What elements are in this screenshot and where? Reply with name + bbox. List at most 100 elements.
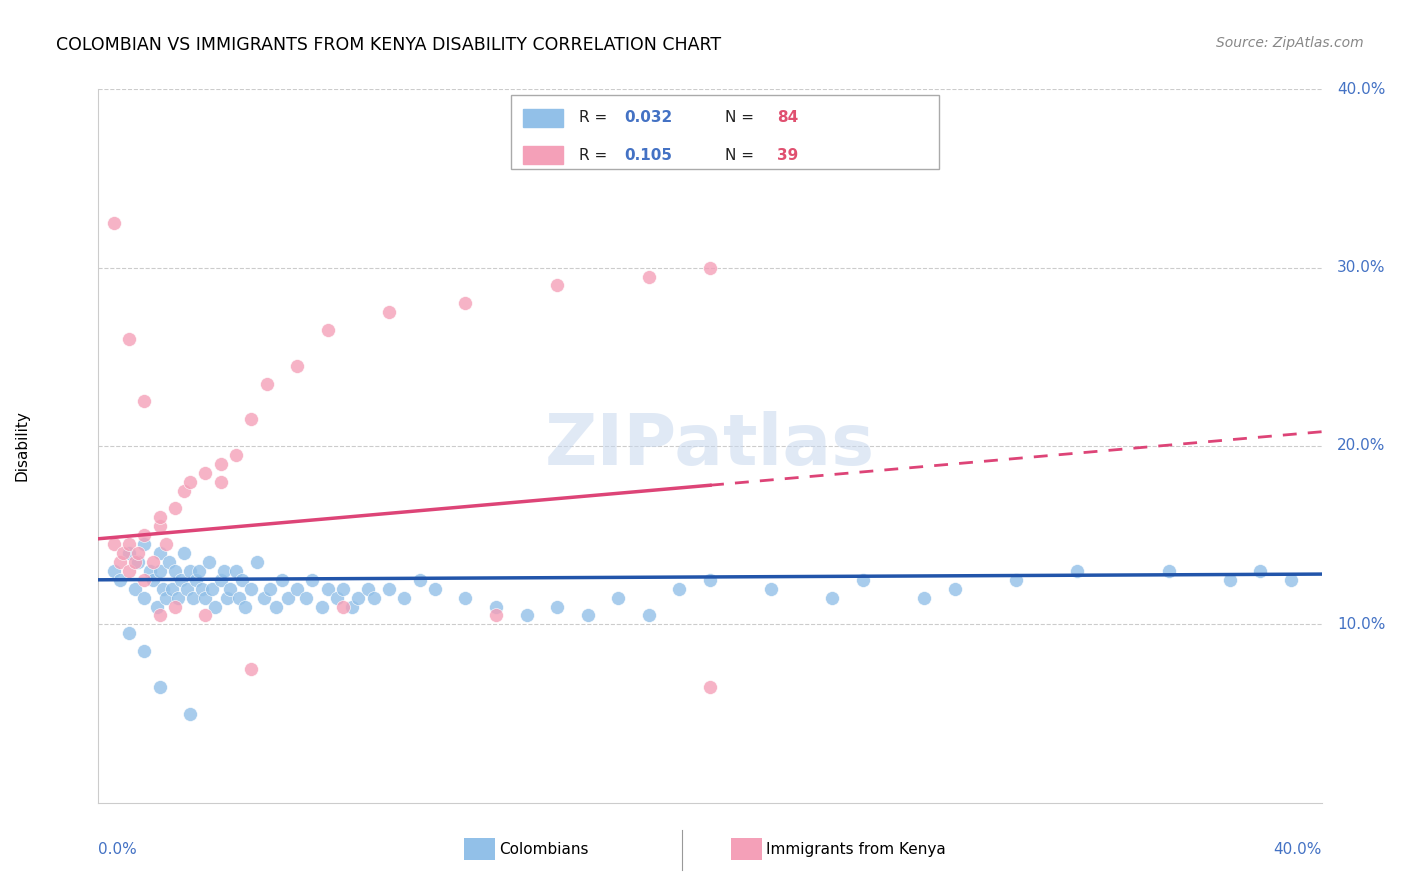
Point xyxy=(111,546,134,560)
Point xyxy=(179,706,201,721)
Point xyxy=(197,555,219,569)
Point xyxy=(485,599,508,614)
Text: Immigrants from Kenya: Immigrants from Kenya xyxy=(766,842,946,856)
Point xyxy=(194,608,217,623)
Point xyxy=(142,573,165,587)
Point xyxy=(134,644,156,658)
Point xyxy=(186,573,208,587)
Point xyxy=(295,591,318,605)
Point xyxy=(103,216,125,230)
Point xyxy=(246,555,269,569)
Point xyxy=(270,573,294,587)
Point xyxy=(326,591,349,605)
Text: 40.0%: 40.0% xyxy=(1274,842,1322,857)
Point xyxy=(134,394,156,409)
Point xyxy=(108,573,131,587)
Point xyxy=(173,483,195,498)
Point xyxy=(668,582,690,596)
Point xyxy=(134,528,156,542)
Point xyxy=(142,555,165,569)
Point xyxy=(821,591,844,605)
Point xyxy=(118,626,141,640)
Bar xyxy=(523,109,564,127)
Point xyxy=(108,555,131,569)
Point xyxy=(943,582,966,596)
Point xyxy=(1219,573,1241,587)
Point xyxy=(363,591,385,605)
Point xyxy=(176,582,198,596)
Point xyxy=(118,546,141,560)
Point xyxy=(231,573,253,587)
Point xyxy=(852,573,875,587)
Point xyxy=(637,608,661,623)
Point xyxy=(194,466,217,480)
Point xyxy=(163,564,186,578)
Point xyxy=(378,305,401,319)
Point xyxy=(699,680,721,694)
Point xyxy=(139,564,162,578)
Point xyxy=(163,599,186,614)
Point xyxy=(233,599,256,614)
Point xyxy=(163,501,186,516)
Text: N =: N = xyxy=(725,148,759,162)
Text: 0.105: 0.105 xyxy=(624,148,672,162)
Point xyxy=(277,591,299,605)
Point xyxy=(209,573,232,587)
Point xyxy=(219,582,242,596)
Point xyxy=(191,582,214,596)
Text: 0.0%: 0.0% xyxy=(98,842,138,857)
Point xyxy=(332,599,354,614)
Point xyxy=(124,555,146,569)
Point xyxy=(200,582,222,596)
Point xyxy=(699,260,721,275)
Point xyxy=(149,564,172,578)
Text: Colombians: Colombians xyxy=(499,842,589,856)
Point xyxy=(215,591,238,605)
Point xyxy=(240,412,263,426)
Point xyxy=(167,591,190,605)
Point xyxy=(1157,564,1180,578)
Text: 40.0%: 40.0% xyxy=(1337,82,1385,96)
Point xyxy=(149,680,172,694)
Point xyxy=(259,582,281,596)
Point xyxy=(145,599,167,614)
Point xyxy=(152,582,174,596)
Point xyxy=(356,582,378,596)
Point xyxy=(228,591,250,605)
Point xyxy=(103,564,125,578)
Point xyxy=(155,591,177,605)
Point xyxy=(134,591,156,605)
Point xyxy=(332,582,354,596)
Point xyxy=(212,564,235,578)
Point xyxy=(252,591,274,605)
Point xyxy=(576,608,599,623)
Point xyxy=(179,475,201,489)
Point xyxy=(134,537,156,551)
Point xyxy=(761,582,783,596)
Text: ZIPatlas: ZIPatlas xyxy=(546,411,875,481)
Point xyxy=(170,573,193,587)
Point xyxy=(256,376,278,391)
Text: 20.0%: 20.0% xyxy=(1337,439,1385,453)
Text: Source: ZipAtlas.com: Source: ZipAtlas.com xyxy=(1216,36,1364,50)
Point xyxy=(316,582,339,596)
Point xyxy=(342,599,364,614)
Point xyxy=(637,269,661,284)
Point xyxy=(209,457,232,471)
Point xyxy=(285,582,308,596)
Point xyxy=(1004,573,1026,587)
Point xyxy=(699,573,721,587)
Point xyxy=(546,599,568,614)
Point xyxy=(149,510,172,524)
Point xyxy=(546,278,568,293)
FancyBboxPatch shape xyxy=(512,95,939,169)
Text: 30.0%: 30.0% xyxy=(1337,260,1385,275)
Point xyxy=(194,591,217,605)
Point xyxy=(240,582,263,596)
Point xyxy=(285,359,308,373)
Point xyxy=(188,564,211,578)
Point xyxy=(179,564,201,578)
Text: 84: 84 xyxy=(778,111,799,125)
Text: R =: R = xyxy=(578,111,612,125)
Point xyxy=(127,546,149,560)
